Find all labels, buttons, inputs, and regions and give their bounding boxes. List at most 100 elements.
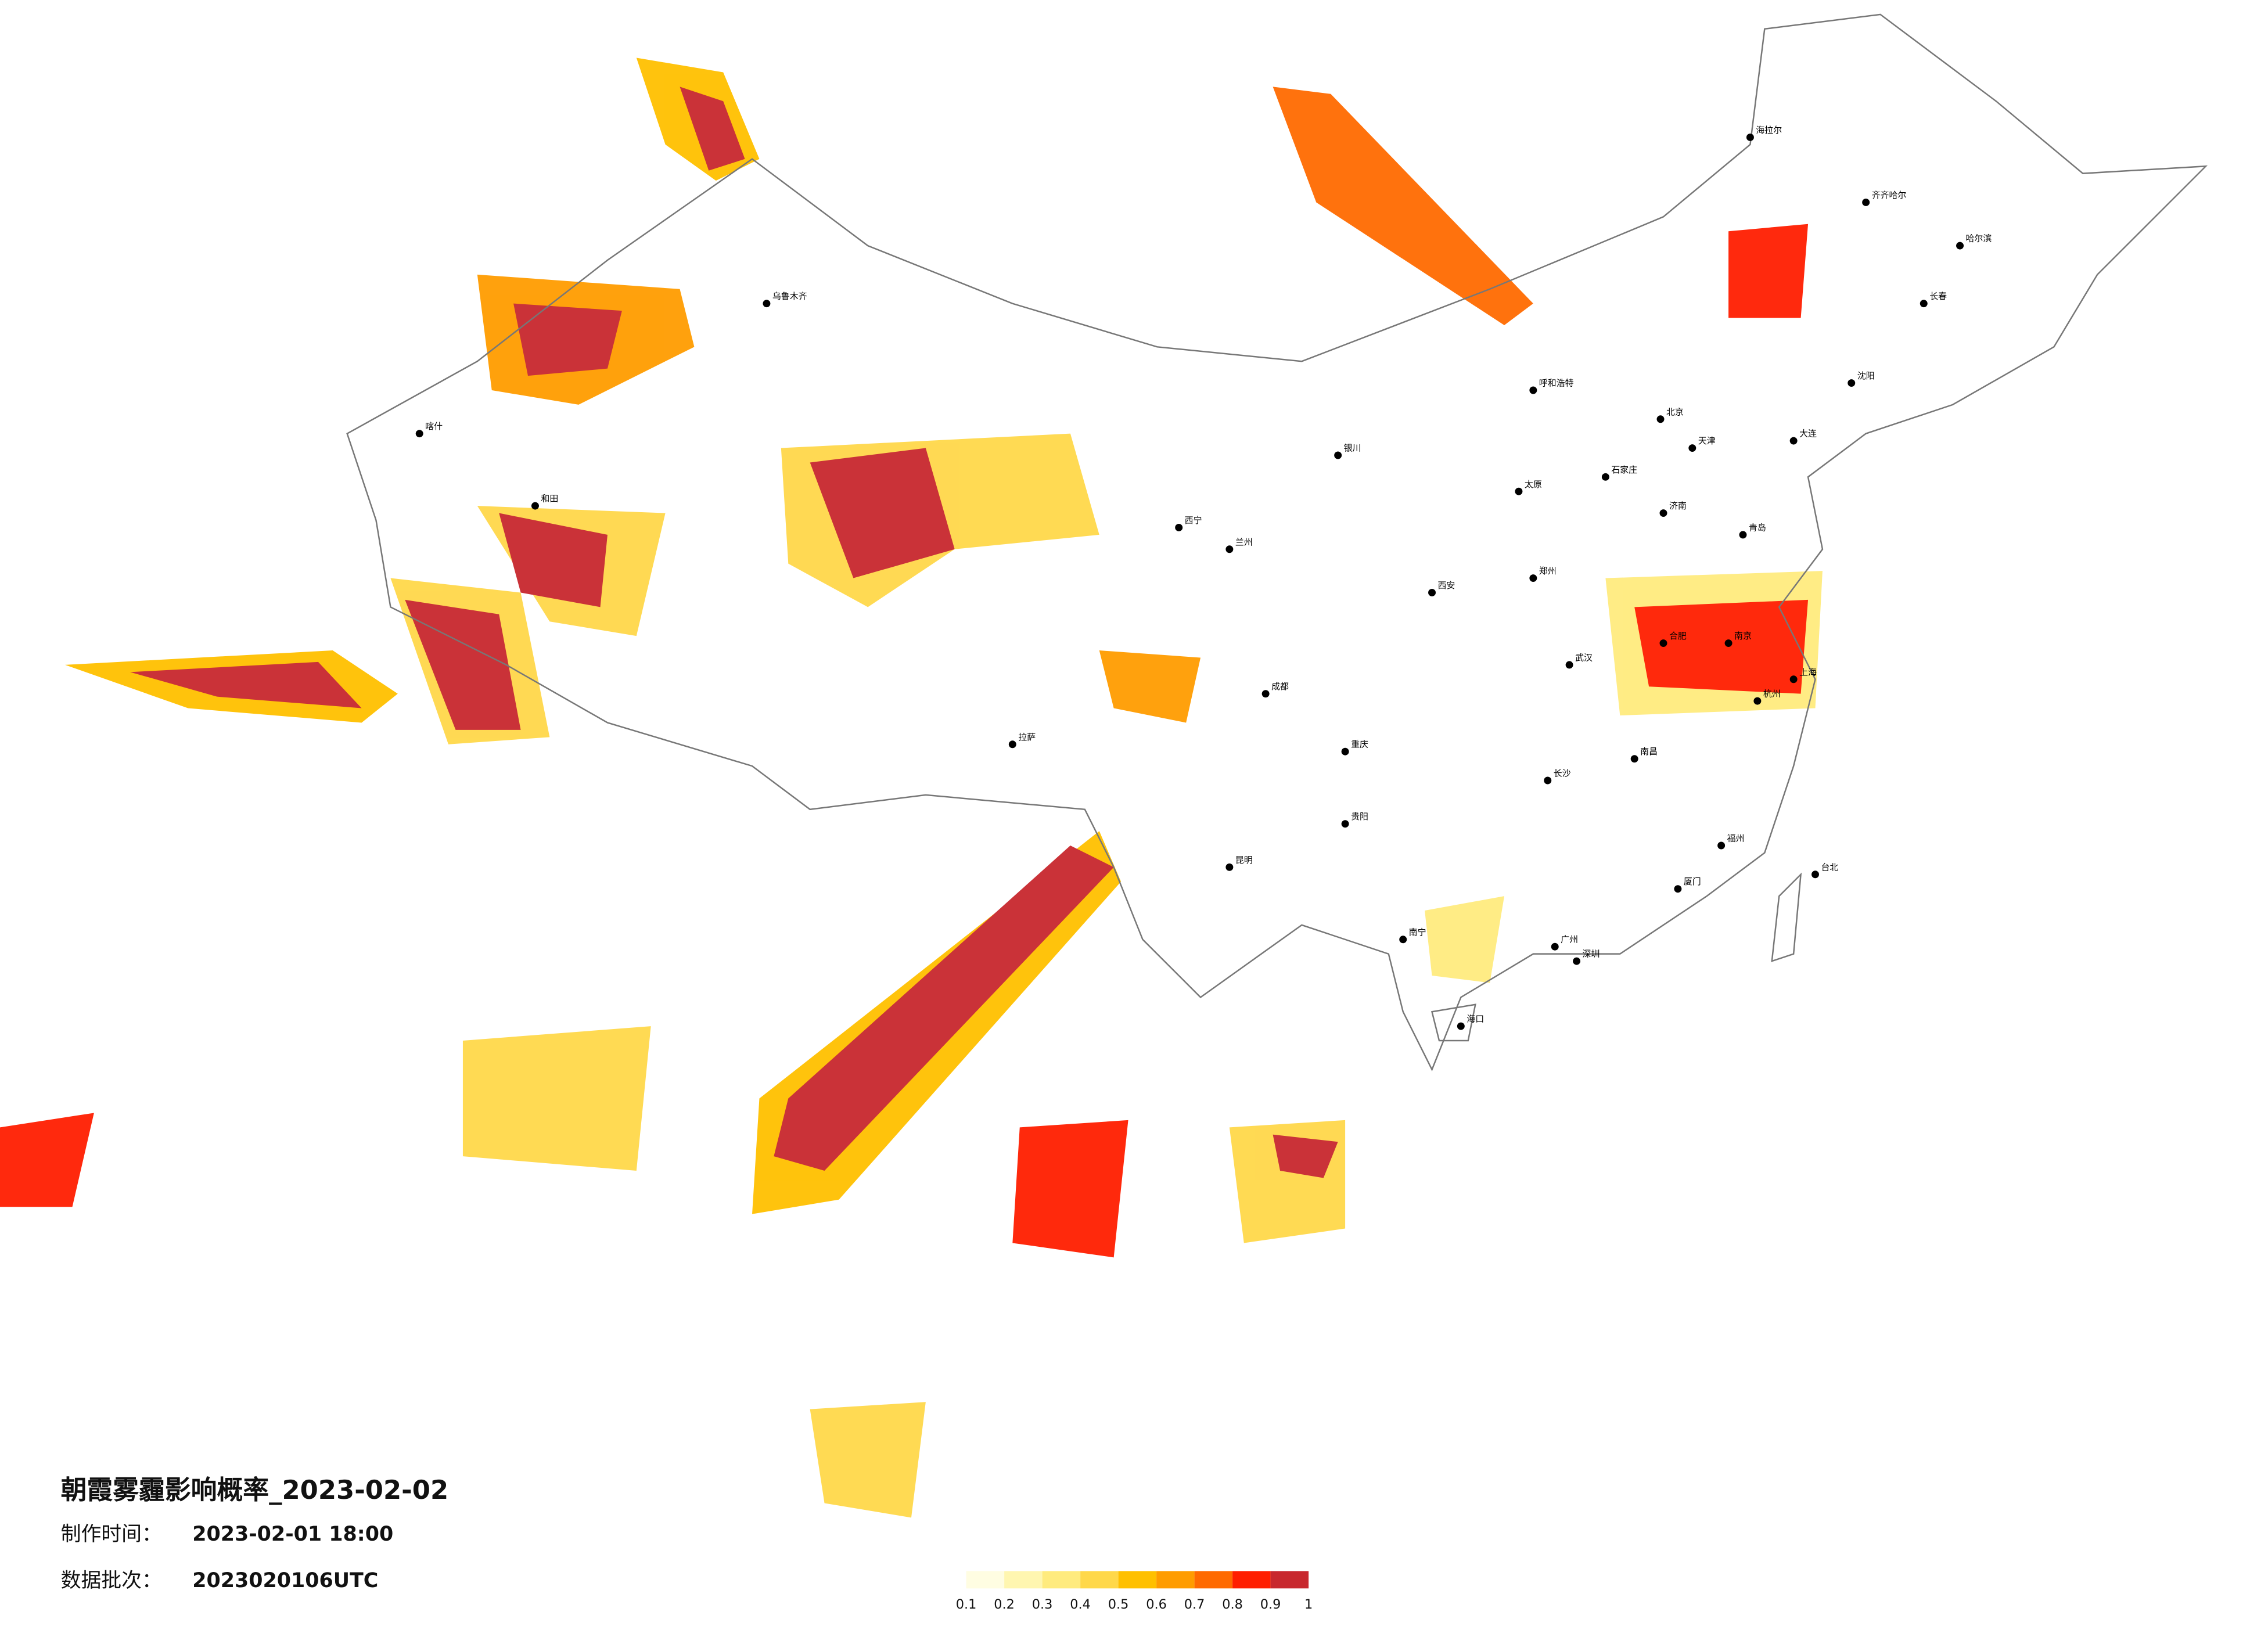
legend-tick-label: 0.3	[1032, 1597, 1053, 1612]
city-label: 台北	[1821, 862, 1838, 872]
city-label: 上海	[1799, 667, 1817, 677]
city-dot	[1746, 133, 1754, 141]
city-label: 长沙	[1554, 768, 1571, 779]
haze-area	[1728, 224, 1809, 318]
city-dot	[1601, 473, 1609, 481]
haze-area	[1099, 650, 1201, 723]
city-dot	[531, 502, 539, 510]
city-dot	[1848, 379, 1856, 387]
legend: 0.1 0.2 0.3 0.4 0.5 0.6 0.7 0.8 0.9 1	[956, 1571, 1313, 1612]
city-dot	[1811, 870, 1819, 879]
legend-tick-label: 0.5	[1108, 1597, 1129, 1612]
legend-tick-label: 0.1	[956, 1597, 977, 1612]
city-label: 银川	[1344, 443, 1361, 454]
city-label: 广州	[1561, 934, 1578, 945]
city-dot	[1529, 574, 1537, 582]
haze-area	[499, 513, 608, 607]
city-dot	[1630, 755, 1638, 763]
city-label: 齐齐哈尔	[1872, 190, 1907, 200]
city-dot	[1225, 545, 1234, 553]
haze-area	[1634, 599, 1809, 694]
city-label: 昆明	[1235, 855, 1253, 865]
city-dot	[1428, 588, 1436, 596]
haze-area	[680, 87, 745, 171]
city-label: 福州	[1727, 833, 1745, 844]
haze-area	[810, 1402, 926, 1518]
city-dot	[1175, 523, 1183, 531]
haze-area	[810, 448, 955, 578]
city-label: 青岛	[1749, 522, 1766, 533]
city-dot	[1261, 690, 1270, 698]
city-dot	[1008, 740, 1016, 749]
city-label: 石家庄	[1611, 465, 1637, 475]
city-dot	[1573, 957, 1581, 965]
haze-area	[0, 1113, 94, 1207]
city-label: 西宁	[1185, 515, 1202, 526]
city-dot	[415, 430, 423, 438]
city-label: 西安	[1437, 580, 1455, 591]
legend-tick-label: 1	[1304, 1597, 1313, 1612]
city-label: 武汉	[1575, 652, 1593, 663]
city-label: 喀什	[425, 421, 443, 431]
haze-area	[130, 661, 362, 708]
city-dot	[1399, 936, 1407, 944]
city-dot	[1789, 675, 1798, 684]
city-dot	[1565, 661, 1573, 669]
city-label: 南京	[1734, 631, 1752, 641]
haze-layer	[0, 57, 1823, 1518]
city-dot	[1544, 776, 1552, 785]
city-dot	[1225, 863, 1234, 871]
city-label: 合肥	[1669, 631, 1687, 641]
info-value: 2023020106UTC	[192, 1569, 378, 1592]
city-dot	[1656, 415, 1665, 423]
city-dot	[1551, 942, 1559, 951]
city-label: 沈阳	[1857, 370, 1875, 381]
legend-swatch	[1080, 1571, 1119, 1589]
info-label: 制作时间：	[61, 1523, 162, 1546]
legend-tick-label: 0.7	[1184, 1597, 1205, 1612]
haze-area	[513, 303, 622, 376]
legend-tick-label: 0.6	[1146, 1597, 1167, 1612]
city-label: 南宁	[1409, 927, 1426, 937]
city-label: 深圳	[1583, 949, 1600, 959]
city-label: 济南	[1669, 501, 1687, 511]
city-label: 乌鲁木齐	[772, 291, 807, 301]
island-border	[1771, 872, 1802, 962]
city-label: 拉萨	[1018, 732, 1036, 742]
legend-swatch	[1156, 1571, 1195, 1589]
city-label: 南昌	[1640, 746, 1658, 757]
city-label: 北京	[1666, 406, 1684, 417]
haze-area	[1425, 896, 1505, 983]
city-label: 天津	[1698, 436, 1716, 446]
city-dot	[1739, 531, 1747, 539]
city-label: 长春	[1929, 291, 1947, 301]
city-label: 杭州	[1763, 689, 1781, 699]
city-dot	[1529, 386, 1537, 394]
city-label: 郑州	[1539, 566, 1557, 576]
city-dot	[1956, 242, 1964, 250]
legend-swatch	[1270, 1571, 1309, 1589]
legend-swatch	[1194, 1571, 1233, 1589]
city-label: 兰州	[1235, 537, 1253, 547]
haze-area	[1273, 87, 1533, 326]
legend-tick-label: 0.8	[1222, 1597, 1243, 1612]
legend-tick-label: 0.4	[1070, 1597, 1091, 1612]
legend-swatch	[1232, 1571, 1271, 1589]
city-label: 海拉尔	[1756, 125, 1782, 135]
haze-area	[774, 846, 1114, 1171]
city-dot	[1753, 697, 1762, 705]
legend-swatch	[1042, 1571, 1081, 1589]
city-dot	[1920, 300, 1928, 308]
city-dot	[1789, 437, 1798, 445]
city-label: 厦门	[1684, 876, 1701, 887]
haze-area	[405, 599, 521, 730]
city-dot	[1674, 885, 1682, 893]
info-label: 数据批次：	[61, 1569, 162, 1592]
city-dot	[1724, 639, 1733, 647]
info-value: 2023-02-01 18:00	[192, 1523, 393, 1546]
city-dot	[1717, 841, 1726, 850]
